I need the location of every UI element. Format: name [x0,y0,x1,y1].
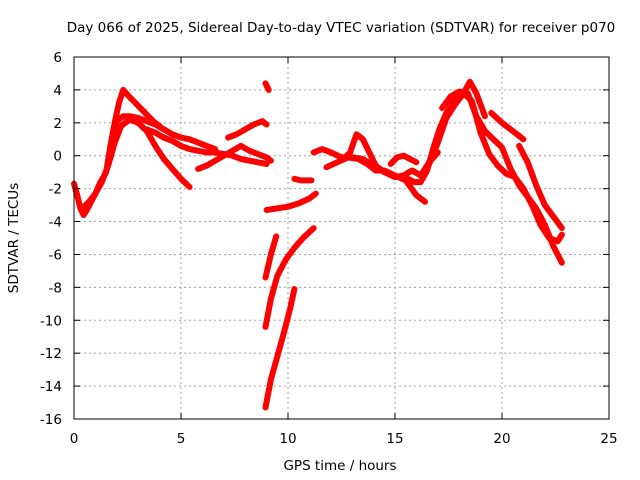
x-tick-label: 25 [600,431,617,447]
y-tick-label: 6 [53,50,62,66]
grid-layer [74,57,609,419]
y-tick-label: -14 [40,379,62,395]
y-tick-label: -16 [40,412,62,428]
y-tick-label: -12 [40,346,62,362]
x-tick-label: 10 [279,431,296,447]
series-arc-7 [262,80,272,93]
series-arc-12 [262,286,298,411]
chart-title: Day 066 of 2025, Sidereal Day-to-day VTE… [67,20,616,36]
y-axis-label: SDTVAR / TECUs [6,183,22,293]
y-tick-label: -8 [49,280,62,296]
series-arc-11 [262,225,317,330]
series-arc-6 [225,118,270,141]
series-arc-18 [426,78,488,167]
x-tick-label: 20 [493,431,510,447]
series-arc-10 [262,233,280,281]
series-arc-21 [516,142,565,232]
x-tick-label: 15 [386,431,403,447]
y-tick-label: -10 [40,313,62,329]
y-tick-label: -4 [49,215,62,231]
series-arc-16 [387,152,420,167]
tick-layer: 0 5 10 15 20 25 -16 -14 -12 -10 -8 -6 -4 -2 0 2 4 6 [40,50,618,447]
y-tick-label: -2 [49,182,62,198]
series-arc-5 [195,142,274,172]
data-layer [71,78,565,411]
series-arc-2 [79,116,193,212]
series-arc-1 [71,86,163,218]
y-tick-label: -6 [49,247,62,263]
series-arc-20 [488,109,527,143]
series-arc-8 [263,190,319,213]
y-tick-label: 4 [53,83,62,99]
y-tick-label: 0 [53,149,62,165]
series-arc-9 [291,175,315,184]
x-tick-label: 0 [70,431,79,447]
x-axis-label: GPS time / hours [283,458,396,474]
series-arc-15 [340,131,386,174]
x-tick-label: 5 [177,431,186,447]
y-tick-label: 2 [53,116,62,132]
series-arc-19 [439,88,565,266]
series-arc-4 [143,126,270,167]
series-arc-3 [109,113,219,153]
plot-frame [73,56,610,420]
